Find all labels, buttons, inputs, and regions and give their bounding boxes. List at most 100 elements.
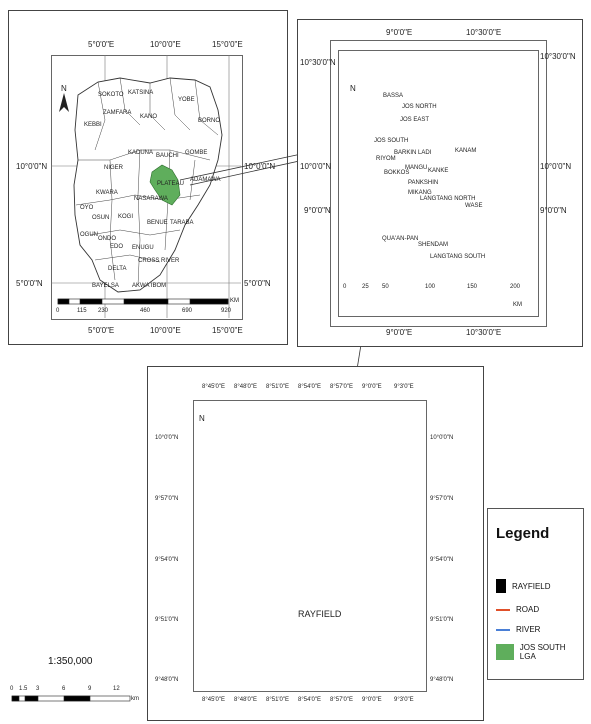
jos-top-x-label: 9°3'0"E [394, 384, 414, 390]
state-label: PLATEAU [157, 181, 184, 187]
plateau-top-x-label: 10°30'0"E [466, 28, 502, 37]
state-label: OYO [80, 205, 94, 211]
plateau-scale-tick: 25 [362, 284, 369, 290]
nigeria-scale-tick: 690 [182, 308, 193, 314]
nigeria-scale-tick: 460 [140, 308, 151, 314]
nigeria-scale-tick: 0 [56, 308, 60, 314]
nigeria-right-y-label: 10°0'0"N [244, 162, 276, 171]
plateau-scale-tick: 100 [425, 284, 436, 290]
state-label: GOMBE [185, 150, 208, 156]
lga-label: KANAM [455, 148, 477, 154]
plateau-scale-tick: 50 [382, 284, 389, 290]
jos-south-fill-icon [496, 644, 514, 660]
jos-top-x-label: 9°0'0"E [362, 384, 382, 390]
jos-right-y-label: 9°51'0"N [430, 617, 454, 623]
jos-right-y-label: 9°54'0"N [430, 557, 454, 563]
plateau-bottom-x-label: 10°30'0"E [466, 328, 502, 337]
nigeria-scale-tick: 920 [221, 308, 232, 314]
legend-item-label: RAYFIELD [512, 581, 551, 591]
road-line-icon [496, 608, 510, 611]
nigeria-scale-tick: 115 [77, 308, 87, 314]
jos-left-y-label: 9°51'0"N [155, 617, 179, 623]
lga-label: MIKANG [408, 190, 432, 196]
state-label: OSUN [92, 215, 110, 221]
nigeria-north-label: N [61, 84, 67, 93]
lga-label: BASSA [383, 93, 404, 99]
state-label: BORNO [198, 118, 221, 124]
lga-label: BOKKOS [384, 170, 410, 176]
state-label: AKWA IBOM [132, 283, 167, 289]
nigeria-top-x-label: 5°0'0"E [88, 40, 115, 49]
legend-box: Legend RAYFIELD ROAD RIVER JOS SOUTH LGA [487, 508, 584, 680]
scale-tick: 12 [113, 686, 120, 692]
jos-bottom-x-label: 9°3'0"E [394, 697, 414, 703]
state-label: TARABA [170, 220, 194, 226]
state-label: KADUNA [128, 150, 154, 156]
jos-bottom-x-label: 8°57'0"E [330, 697, 354, 703]
plateau-left-y-label: 10°0'0"N [300, 162, 332, 171]
lga-label: WASE [465, 203, 483, 209]
jos-top-x-label: 8°45'0"E [202, 384, 226, 390]
lga-label: JOS SOUTH [374, 138, 409, 144]
plateau-top-x-label: 9°0'0"E [386, 28, 413, 37]
state-label: DELTA [108, 266, 127, 272]
state-label: KANO [140, 114, 158, 120]
rayfield-square-icon [496, 579, 506, 593]
jos-bottom-x-label: 8°51'0"E [266, 697, 290, 703]
nigeria-scale-bar [57, 298, 229, 305]
plateau-right-y-label: 9°0'0"N [540, 206, 567, 215]
plateau-map-frame-outer [330, 40, 547, 327]
plateau-bottom-x-label: 9°0'0"E [386, 328, 413, 337]
legend-item-label: RIVER [516, 625, 541, 634]
scale-tick: 0 [10, 686, 14, 692]
nigeria-map-frame [51, 55, 243, 320]
jos-south-map-panel [147, 366, 484, 721]
legend-item-label: JOS SOUTH LGA [519, 643, 566, 661]
jos-left-y-label: 9°57'0"N [155, 496, 179, 502]
nigeria-right-y-label: 5°0'0"N [244, 279, 271, 288]
jos-left-y-label: 10°0'0"N [155, 435, 179, 441]
lga-label: QUA'AN-PAN [382, 236, 419, 242]
nigeria-scale-tick: 230 [98, 308, 109, 314]
state-label: ADAMAWA [190, 177, 221, 183]
plateau-scale-tick: 150 [467, 284, 478, 290]
lga-label: KANKE [428, 168, 449, 174]
legend-title: Legend [496, 525, 550, 542]
jos-right-y-label: 9°57'0"N [430, 496, 454, 502]
jos-bottom-x-label: 8°45'0"E [202, 697, 226, 703]
jos-top-x-label: 8°54'0"E [298, 384, 322, 390]
legend-item-road: ROAD [496, 605, 539, 614]
nigeria-bottom-x-label: 15°0'0"E [212, 326, 243, 335]
plateau-scale-unit: KM [513, 302, 522, 308]
state-label: ZAMFARA [103, 110, 132, 116]
plateau-left-y-label: 9°0'0"N [304, 206, 331, 215]
scale-tick: 1.5 [19, 686, 28, 692]
plateau-scale-tick: 0 [343, 284, 347, 290]
nigeria-left-y-label: 5°0'0"N [16, 279, 43, 288]
main-scale-bar [11, 695, 131, 702]
jos-north-label: N [199, 414, 205, 423]
scale-ratio: 1:350,000 [48, 656, 93, 667]
scale-tick: 3 [36, 686, 40, 692]
nigeria-north-arrow [59, 93, 69, 112]
state-label: NIGER [104, 165, 124, 171]
state-label: ONDO [98, 236, 116, 242]
nigeria-left-y-label: 10°0'0"N [16, 162, 48, 171]
jos-south-map-frame [193, 400, 427, 692]
legend-item-river: RIVER [496, 625, 540, 634]
state-label: SOKOTO [98, 92, 124, 98]
state-label: KATSINA [128, 90, 154, 96]
jos-top-x-label: 8°48'0"E [234, 384, 258, 390]
nigeria-bottom-x-label: 5°0'0"E [88, 326, 115, 335]
jos-right-y-label: 9°48'0"N [430, 677, 454, 683]
scale-tick: 6 [62, 686, 66, 692]
jos-top-x-label: 8°51'0"E [266, 384, 290, 390]
state-label: CROSS RIVER [138, 258, 180, 264]
rayfield-map-label: RAYFIELD [298, 609, 342, 619]
nigeria-top-x-label: 15°0'0"E [212, 40, 243, 49]
nigeria-bottom-x-label: 10°0'0"E [150, 326, 181, 335]
scale-tick: 9 [88, 686, 92, 692]
scale-unit: km [131, 696, 139, 702]
lga-label: LANGTANG SOUTH [430, 254, 486, 260]
plateau-north-label: N [350, 84, 356, 93]
